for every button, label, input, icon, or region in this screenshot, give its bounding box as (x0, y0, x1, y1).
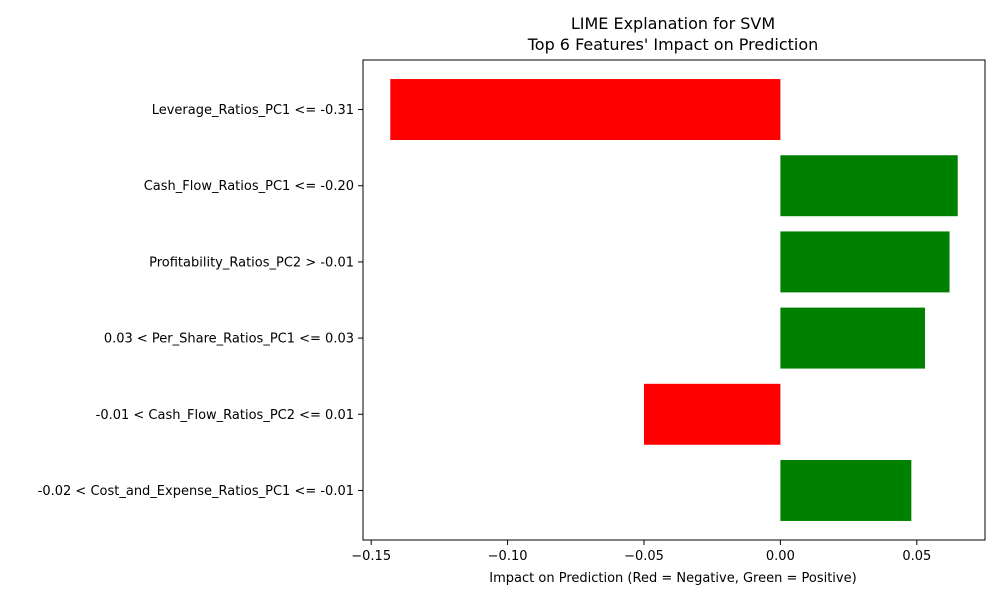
y-tick-label: -0.02 < Cost_and_Expense_Ratios_PC1 <= -… (38, 484, 354, 499)
x-tick-label: −0.10 (488, 549, 528, 564)
x-tick-label: 0.05 (902, 549, 931, 564)
bar (390, 79, 781, 140)
bar (780, 460, 912, 521)
y-tick-label: Cash_Flow_Ratios_PC1 <= -0.20 (144, 179, 354, 194)
x-tick-label: −0.05 (624, 549, 664, 564)
bar (780, 307, 925, 369)
x-axis-label: Impact on Prediction (Red = Negative, Gr… (489, 571, 856, 586)
y-tick-label: 0.03 < Per_Share_Ratios_PC1 <= 0.03 (104, 332, 354, 347)
y-tick-label: -0.01 < Cash_Flow_Ratios_PC2 <= 0.01 (96, 408, 354, 423)
y-tick-label: Leverage_Ratios_PC1 <= -0.31 (152, 103, 354, 118)
bar (780, 231, 950, 293)
chart-title-line-2: Top 6 Features' Impact on Prediction (527, 35, 819, 54)
plot-area: Leverage_Ratios_PC1 <= -0.31 Cash_Flow_Ra… (38, 59, 986, 564)
x-tick-label: −0.15 (351, 549, 391, 564)
axes-frame (362, 59, 986, 541)
chart-title-line-1: LIME Explanation for SVM (571, 14, 775, 33)
bar (643, 383, 781, 445)
y-tick-label: Profitability_Ratios_PC2 > -0.01 (149, 255, 354, 270)
x-tick-label: 0.00 (766, 549, 795, 564)
bar (780, 155, 958, 217)
